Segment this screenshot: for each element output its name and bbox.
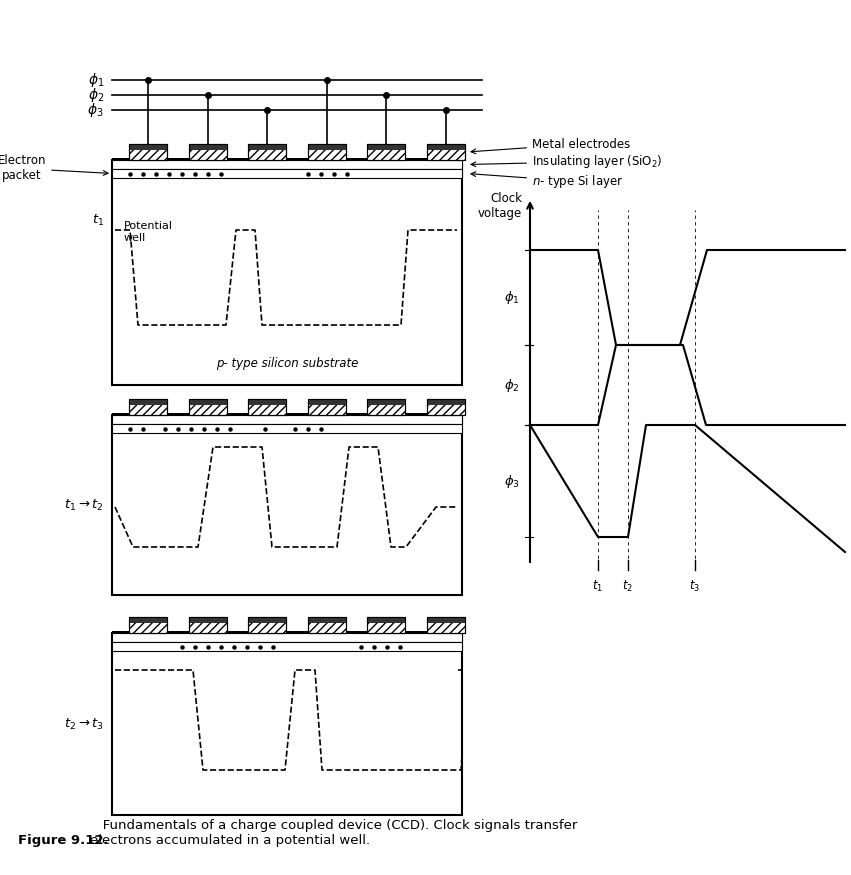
Bar [112,642,462,651]
Bar [427,617,465,633]
Bar [308,144,346,160]
Bar [112,633,462,642]
Bar [129,617,167,633]
Bar [129,144,167,160]
Bar [129,617,167,623]
Bar [248,617,286,633]
Bar [112,415,462,595]
Bar [248,399,286,415]
Bar [129,144,167,150]
Text: $\phi_1$: $\phi_1$ [505,289,520,306]
Text: $\phi_3$: $\phi_3$ [504,473,520,489]
Text: p- type silicon substrate: p- type silicon substrate [216,356,358,369]
Bar [248,144,286,150]
Bar [112,415,462,424]
Bar [112,169,462,178]
Bar [189,399,227,415]
Bar [248,617,286,633]
Bar [189,144,227,160]
Bar [427,144,465,150]
Bar [427,144,465,160]
Bar [248,617,286,623]
Bar [367,144,405,150]
Text: $t_2 \rightarrow t_3$: $t_2 \rightarrow t_3$ [64,717,104,732]
Bar [308,399,346,404]
Bar [248,399,286,415]
Bar [427,399,465,415]
Bar [112,633,462,815]
Bar [129,399,167,415]
Text: Insulating layer (SiO$_2$): Insulating layer (SiO$_2$) [471,153,663,170]
Bar [129,144,167,160]
Bar [248,144,286,160]
Bar [189,399,227,415]
Bar [367,617,405,633]
Bar [367,399,405,404]
Bar [367,617,405,623]
Bar [367,144,405,160]
Text: $t_2$: $t_2$ [622,579,633,594]
Bar [189,617,227,623]
Bar [248,144,286,160]
Bar [427,399,465,404]
Text: $t_3$: $t_3$ [689,579,700,594]
Bar [308,144,346,160]
Bar [427,144,465,160]
Bar [308,617,346,623]
Bar [112,160,462,385]
Bar [248,399,286,404]
Text: $t_1 \rightarrow t_2$: $t_1 \rightarrow t_2$ [64,498,104,513]
Bar [129,399,167,404]
Bar [112,424,462,433]
Bar [308,617,346,633]
Bar [367,399,405,415]
Bar [427,617,465,623]
Text: $\phi_2$: $\phi_2$ [505,376,520,394]
Bar [367,144,405,160]
Bar [367,617,405,633]
Text: $\phi_1$: $\phi_1$ [88,71,104,89]
Bar [308,617,346,633]
Bar [189,144,227,160]
Bar [308,399,346,415]
Bar [308,399,346,415]
Text: Metal electrodes: Metal electrodes [471,137,631,154]
Bar [189,617,227,633]
Bar [427,399,465,415]
Bar [427,617,465,633]
Text: $n$- type Si layer: $n$- type Si layer [471,172,624,190]
Bar [129,399,167,415]
Bar [112,413,462,415]
Bar [367,399,405,415]
Bar [112,160,462,169]
Text: Potential
well: Potential well [124,221,173,242]
Text: $\phi_2$: $\phi_2$ [88,86,104,104]
Bar [308,144,346,150]
Bar [112,631,462,633]
Text: Figure 9.12.: Figure 9.12. [18,834,109,847]
Text: $t_1$: $t_1$ [92,213,104,228]
Bar [112,158,462,160]
Bar [189,617,227,633]
Bar [189,399,227,404]
Bar [189,144,227,150]
Text: $\phi_3$: $\phi_3$ [88,101,104,119]
Text: $t_1$: $t_1$ [592,579,603,594]
Text: Clock
voltage: Clock voltage [477,192,522,220]
Text: Electron
packet: Electron packet [0,155,108,183]
Bar [129,617,167,633]
Text: Fundamentals of a charge coupled device (CCD). Clock signals transfer
electrons : Fundamentals of a charge coupled device … [90,819,577,847]
